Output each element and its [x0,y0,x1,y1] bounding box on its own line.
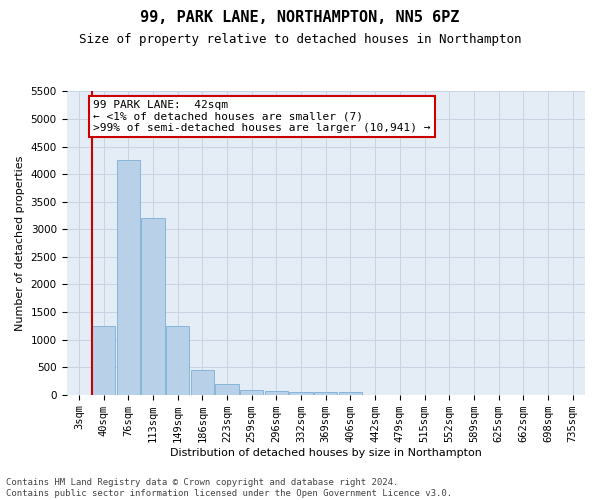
Text: Contains HM Land Registry data © Crown copyright and database right 2024.
Contai: Contains HM Land Registry data © Crown c… [6,478,452,498]
Bar [265,392,288,394]
Text: Size of property relative to detached houses in Northampton: Size of property relative to detached ho… [79,32,521,46]
Bar [339,392,362,394]
Y-axis label: Number of detached properties: Number of detached properties [15,156,25,331]
Bar [166,326,190,394]
Text: 99, PARK LANE, NORTHAMPTON, NN5 6PZ: 99, PARK LANE, NORTHAMPTON, NN5 6PZ [140,10,460,25]
Text: 99 PARK LANE:  42sqm
← <1% of detached houses are smaller (7)
>99% of semi-detac: 99 PARK LANE: 42sqm ← <1% of detached ho… [93,100,431,133]
Bar [92,326,115,394]
Bar [240,390,263,394]
X-axis label: Distribution of detached houses by size in Northampton: Distribution of detached houses by size … [170,448,482,458]
Bar [215,384,239,394]
Bar [314,392,337,394]
Bar [191,370,214,394]
Bar [116,160,140,394]
Bar [289,392,313,394]
Bar [141,218,164,394]
